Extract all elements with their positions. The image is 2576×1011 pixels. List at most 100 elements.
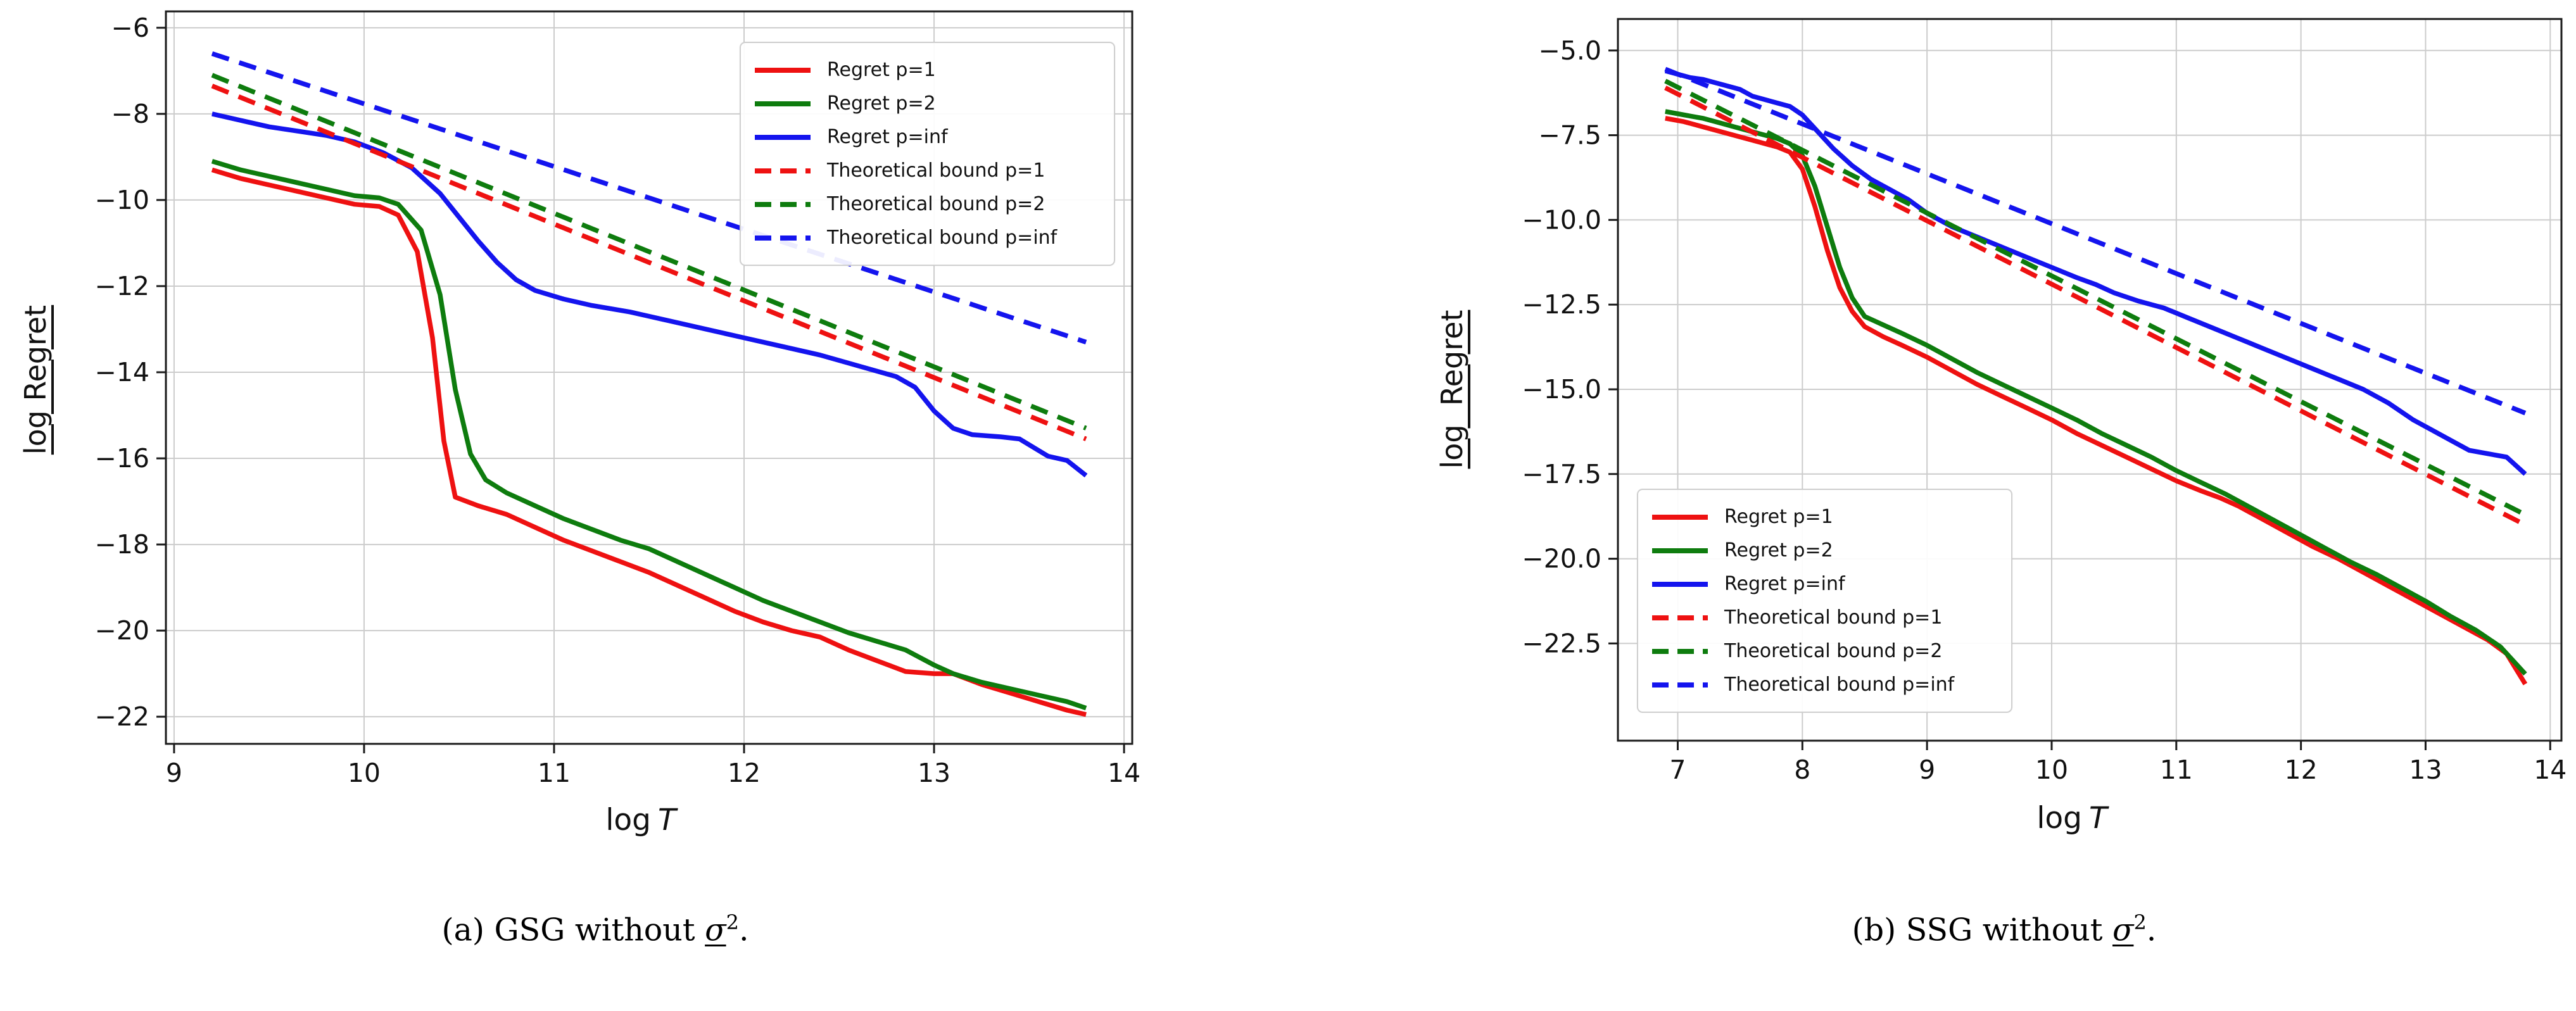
series-b-regret-p-2 (1665, 109, 2527, 676)
caption-b-sigma: σ (2112, 912, 2134, 948)
axes-frame-b (1617, 18, 2563, 742)
y-tick-label-a: −20 (94, 615, 149, 646)
series-a-theoretical-bound-p-inf (211, 51, 1087, 344)
legend-entry: Theoretical bound p=inf (752, 221, 1097, 254)
ticks-b: 7 8 9 10 11 12 13 14 −5.0 −7.5 −10.0 −12.5 −15.0 −17.… (1522, 35, 2567, 785)
series-b-theoretical-bound-p-1 (1664, 85, 2527, 527)
x-axis-label-b-var: T (2088, 801, 2107, 836)
caption-a: (a) GSG without σ2. (441, 910, 748, 948)
y-tick-label-a: −16 (94, 443, 149, 474)
legend-label: Theoretical bound p=2 (1724, 640, 1943, 662)
solid-line-swatch-icon (1652, 548, 1708, 553)
series-group-a (211, 51, 1088, 717)
legend-entry: Regret p=2 (1650, 534, 1995, 567)
legend-label: Regret p=inf (1724, 573, 1845, 595)
y-tick-label-b: −10.0 (1522, 204, 1601, 235)
legend-label: Theoretical bound p=inf (827, 227, 1058, 249)
x-tick-label-b: 14 (2534, 755, 2567, 785)
dashed-line-swatch-icon (1652, 648, 1708, 654)
y-tick-label-a: −10 (94, 185, 149, 215)
y-tick-label-b: −12.5 (1522, 289, 1601, 320)
legend-entry: Regret p=inf (752, 120, 1097, 154)
series-b-regret-p-1 (1665, 116, 2528, 686)
legend-label: Regret p=inf (827, 126, 948, 148)
x-axis-label-b-log: log (2036, 801, 2082, 836)
x-tick-label-a: 12 (728, 758, 761, 788)
legend-entry: Theoretical bound p=2 (1650, 634, 1995, 668)
caption-a-text: (a) GSG without (441, 912, 705, 948)
legend-label: Regret p=2 (827, 92, 936, 115)
legend-entry: Regret p=1 (752, 53, 1097, 87)
y-tick-label-b: −5.0 (1538, 35, 1601, 66)
y-axis-label-b: log Regret (1435, 310, 1469, 469)
y-tick-label-b: −7.5 (1538, 120, 1601, 151)
x-tick-label-b: 9 (1919, 755, 1935, 785)
legend-entry: Theoretical bound p=inf (1650, 668, 1995, 701)
x-axis-label-a-var: T (657, 803, 676, 838)
x-tick-label-a: 11 (538, 758, 571, 788)
x-tick-label-b: 7 (1669, 755, 1686, 785)
dashed-line-swatch-icon (755, 168, 811, 173)
caption-b: (b) SSG without σ2. (1852, 910, 2157, 948)
legend-label: Regret p=1 (1724, 506, 1833, 528)
solid-line-swatch-icon (755, 67, 811, 73)
y-tick-label-a: −8 (111, 99, 149, 129)
axes-frame-a (165, 10, 1133, 745)
x-tick-label-a: 10 (348, 758, 381, 788)
legend-entry: Theoretical bound p=1 (752, 154, 1097, 187)
x-tick-label-a: 13 (918, 758, 950, 788)
x-tick-label-b: 11 (2160, 755, 2193, 785)
legend-label: Theoretical bound p=1 (1724, 606, 1943, 629)
series-a-regret-p-inf (212, 111, 1088, 478)
series-group-b (1664, 66, 2528, 686)
legend-entry: Theoretical bound p=2 (752, 187, 1097, 221)
legend-b: Regret p=1 Regret p=2 Regret p=inf Theoreti… (1637, 489, 2012, 713)
y-tick-label-b: −22.5 (1522, 628, 1601, 658)
solid-line-swatch-icon (1652, 514, 1708, 520)
series-b-theoretical-bound-p-2 (1664, 78, 2527, 517)
y-tick-label-a: −6 (111, 13, 149, 43)
x-axis-label-a-log: log (605, 803, 651, 838)
solid-line-swatch-icon (755, 101, 811, 106)
legend-label: Theoretical bound p=inf (1724, 674, 1955, 696)
caption-b-period: . (2146, 912, 2157, 948)
y-tick-label-b: −20.0 (1522, 544, 1601, 574)
caption-b-text: (b) SSG without (1852, 912, 2112, 948)
legend-label: Theoretical bound p=1 (827, 160, 1045, 182)
x-tick-label-b: 13 (2409, 755, 2442, 785)
dashed-line-swatch-icon (755, 235, 811, 241)
x-tick-label-b: 8 (1794, 755, 1810, 785)
series-a-regret-p-1 (211, 167, 1087, 717)
dashed-line-swatch-icon (1652, 682, 1708, 688)
caption-a-exponent: 2 (726, 910, 739, 934)
dashed-line-swatch-icon (755, 201, 811, 207)
series-b-regret-p-inf (1664, 68, 2527, 476)
caption-a-period: . (738, 912, 749, 948)
legend-entry: Regret p=2 (752, 87, 1097, 120)
x-axis-label-b: log T (2036, 801, 2107, 836)
y-tick-label-a: −14 (94, 357, 149, 387)
y-axis-label-a: log Regret (18, 305, 53, 455)
legend-entry: Regret p=1 (1650, 500, 1995, 534)
series-a-regret-p-2 (211, 159, 1087, 711)
x-tick-label-b: 12 (2285, 755, 2318, 785)
y-tick-label-b: −15.0 (1522, 374, 1601, 405)
solid-line-swatch-icon (1652, 581, 1708, 587)
legend-entry: Theoretical bound p=1 (1650, 601, 1995, 634)
series-a-theoretical-bound-p-2 (211, 73, 1087, 430)
y-tick-label-b: −17.5 (1522, 459, 1601, 489)
legend-a: Regret p=1 Regret p=2 Regret p=inf Theoreti… (740, 42, 1115, 266)
y-tick-label-a: −12 (94, 271, 149, 301)
y-tick-label-a: −18 (94, 529, 149, 560)
solid-line-swatch-icon (755, 134, 811, 140)
legend-entry: Regret p=inf (1650, 567, 1995, 601)
caption-b-exponent: 2 (2133, 910, 2147, 934)
legend-label: Regret p=2 (1724, 539, 1833, 562)
dashed-line-swatch-icon (1652, 615, 1708, 620)
x-tick-label-a: 9 (166, 758, 182, 788)
x-axis-label-a: log T (605, 803, 676, 838)
x-tick-label-a: 14 (1108, 758, 1140, 788)
legend-label: Regret p=1 (827, 59, 936, 81)
